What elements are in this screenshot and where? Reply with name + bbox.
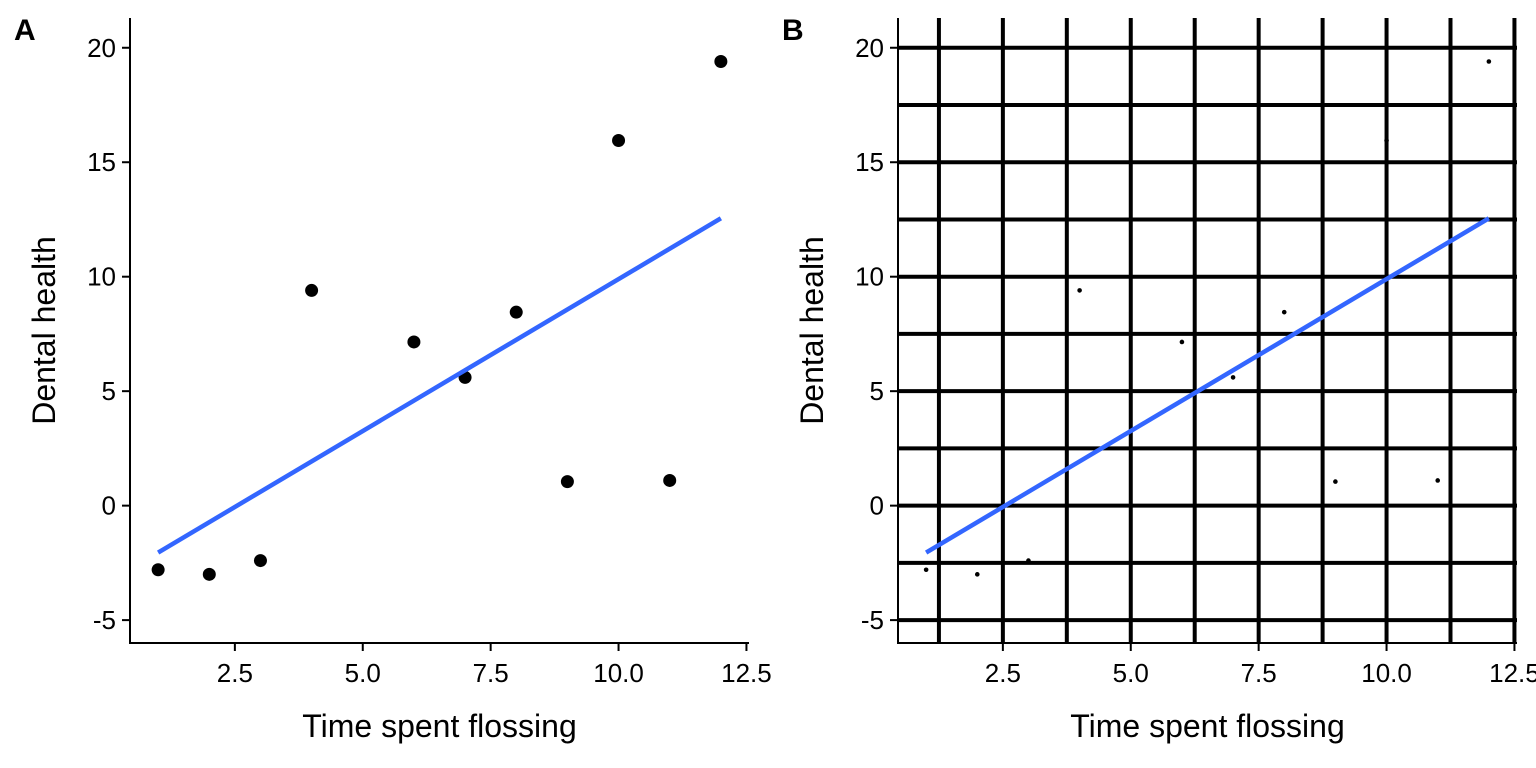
data-point — [305, 283, 319, 297]
x-tick-label: 2.5 — [985, 658, 1021, 688]
data-point — [560, 475, 574, 489]
data-point — [1230, 375, 1236, 380]
x-tick-label: 7.5 — [1241, 658, 1277, 688]
data-point — [1435, 478, 1441, 483]
data-point — [1333, 479, 1338, 484]
x-axis-title: Time spent flossing — [1070, 708, 1344, 744]
data-point — [1384, 138, 1389, 143]
x-tick-label: 10.0 — [1361, 658, 1412, 688]
y-tick-label: -5 — [93, 605, 116, 635]
x-tick-label: 7.5 — [473, 658, 509, 688]
data-point — [1077, 288, 1082, 293]
y-axis-title: Dental health — [26, 236, 62, 425]
regression-line — [156, 216, 723, 555]
data-point — [151, 563, 165, 577]
x-tick-label: 10.0 — [593, 658, 644, 688]
y-tick-label: 10 — [87, 262, 116, 292]
regression-line — [924, 216, 1491, 555]
data-point — [1281, 309, 1287, 315]
y-tick-label: 10 — [855, 262, 884, 292]
x-axis-title: Time spent flossing — [302, 708, 576, 744]
y-tick-label: 15 — [855, 147, 884, 177]
y-tick-label: -5 — [861, 605, 884, 635]
data-point — [253, 554, 267, 568]
data-point — [663, 473, 677, 487]
data-point — [407, 335, 421, 349]
panel-b: -5 0 5 10 15 20 2.5 5.0 7.5 10.0 12.5 Time spent fl… — [782, 14, 1536, 744]
y-tick-label: 20 — [87, 33, 116, 63]
grid — [898, 18, 1517, 643]
x-tick-label: 12.5 — [721, 658, 772, 688]
panel-label: A — [14, 14, 36, 47]
data-point — [612, 133, 626, 147]
data-point — [974, 572, 980, 577]
data-point — [714, 54, 728, 68]
data-point — [1179, 339, 1185, 345]
panel-label: B — [782, 14, 804, 47]
y-tick-label: 15 — [87, 147, 116, 177]
data-point — [509, 305, 523, 319]
data-point — [202, 567, 216, 581]
data-point — [1026, 558, 1031, 563]
y-tick-label: 0 — [870, 491, 884, 521]
y-tick-label: 5 — [870, 376, 884, 406]
y-tick-label: 0 — [102, 491, 116, 521]
x-tick-label: 5.0 — [345, 658, 381, 688]
data-point — [1486, 59, 1492, 64]
x-tick-label: 5.0 — [1113, 658, 1149, 688]
data-point — [923, 567, 929, 573]
panel-a: -5 0 5 10 15 20 2.5 5.0 7.5 10.0 12.5 Time spent fl… — [14, 14, 772, 744]
y-axis-title: Dental health — [794, 236, 830, 425]
x-tick-label: 2.5 — [217, 658, 253, 688]
y-tick-label: 5 — [102, 376, 116, 406]
x-tick-label: 12.5 — [1489, 658, 1536, 688]
y-tick-label: 20 — [855, 33, 884, 63]
